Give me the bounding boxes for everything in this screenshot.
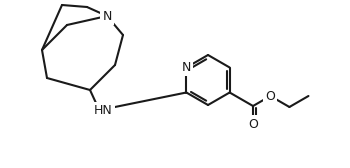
Text: HN: HN [94,104,112,117]
Text: N: N [102,10,112,23]
Text: O: O [265,90,275,102]
Text: O: O [248,117,258,131]
Text: N: N [182,61,191,74]
